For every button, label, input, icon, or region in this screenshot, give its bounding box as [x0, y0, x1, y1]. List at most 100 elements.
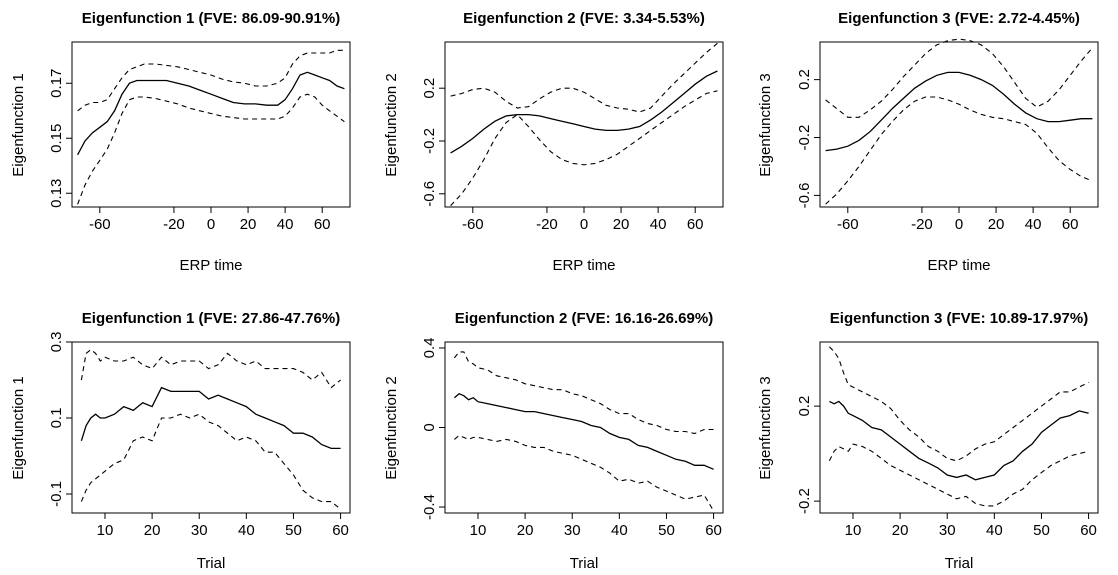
series-line-lower — [454, 434, 715, 512]
y-axis: -0.6 -0.2 0.2 — [796, 69, 820, 208]
chart-title: Eigenfunction 1 (FVE: 27.86-47.76%) — [82, 310, 340, 327]
x-tick-label: 60 — [332, 522, 349, 539]
y-tick-label: 0.2 — [796, 69, 813, 90]
y-tick-label: -0.6 — [796, 182, 813, 208]
series-line-upper — [80, 348, 341, 389]
series-line-upper — [450, 42, 718, 113]
x-tick-label: 50 — [1033, 522, 1050, 539]
series-lines — [80, 348, 341, 510]
series-line-estimate — [825, 71, 1093, 152]
panel-erp-eigenfunction-2: Eigenfunction 2 (FVE: 3.34-5.53%) -60 -20… — [383, 10, 724, 274]
plot-frame — [819, 341, 1099, 514]
y-tick-label: 0.17 — [48, 69, 65, 98]
x-axis-label: Trial — [945, 555, 974, 572]
series-line-lower — [80, 413, 341, 510]
x-tick-label: 30 — [939, 522, 956, 539]
x-tick-label: 40 — [238, 522, 255, 539]
x-axis: 10 20 30 40 50 60 — [97, 513, 349, 539]
x-tick-label: 20 — [988, 216, 1005, 233]
plot-frame — [819, 41, 1099, 208]
x-tick-label: 0 — [580, 216, 588, 233]
x-axis: -60 -20 0 20 40 60 — [89, 207, 331, 233]
series-line-estimate — [80, 386, 341, 450]
x-tick-label: 0 — [207, 216, 215, 233]
panel-trial-eigenfunction-1: Eigenfunction 1 (FVE: 27.86-47.76%) 10 20… — [10, 310, 351, 572]
series-lines — [453, 351, 715, 512]
x-tick-label: 60 — [314, 216, 331, 233]
x-tick-label: 40 — [1025, 216, 1042, 233]
x-tick-label: 20 — [613, 216, 630, 233]
series-lines — [450, 42, 718, 207]
series-lines — [77, 49, 345, 205]
x-tick-label: 30 — [191, 522, 208, 539]
y-axis-label: Eigenfunction 1 — [10, 376, 27, 479]
x-tick-label: 60 — [705, 522, 722, 539]
chart-title: Eigenfunction 3 (FVE: 2.72-4.45%) — [838, 10, 1080, 27]
y-axis: -0.1 0.1 0.3 — [48, 332, 72, 507]
y-tick-label: 0.13 — [48, 179, 65, 208]
x-tick-label: 0 — [955, 216, 963, 233]
x-tick-label: 20 — [240, 216, 257, 233]
y-tick-label: -0.6 — [421, 181, 438, 207]
y-tick-label: -0.2 — [796, 488, 813, 514]
panel-erp-eigenfunction-1: Eigenfunction 1 (FVE: 86.09-90.91%) -60-… — [10, 10, 351, 274]
series-line-estimate — [77, 71, 345, 156]
plot-frame — [71, 41, 351, 208]
series-line-estimate — [829, 400, 1089, 481]
y-tick-label: 0.15 — [48, 124, 65, 153]
y-tick-label: 0.1 — [48, 408, 65, 429]
panel-trial-eigenfunction-3: Eigenfunction 3 (FVE: 10.89-17.97%) 10 20… — [757, 310, 1099, 572]
x-tick-label: 60 — [1062, 216, 1079, 233]
series-line-lower — [825, 96, 1093, 205]
chart-title: Eigenfunction 1 (FVE: 86.09-90.91%) — [82, 10, 340, 27]
x-tick-label: 10 — [97, 522, 114, 539]
series-line-upper — [453, 351, 714, 435]
y-axis-label: Eigenfunction 1 — [10, 73, 27, 176]
x-tick-label: 20 — [892, 522, 909, 539]
y-tick-label: -0.2 — [421, 128, 438, 154]
series-line-estimate — [453, 392, 714, 470]
y-tick-label: -0.1 — [48, 481, 65, 507]
plot-frame — [444, 341, 724, 514]
y-tick-label: 0.4 — [421, 338, 438, 359]
x-axis-label: ERP time — [179, 257, 242, 274]
x-tick-label: -20 — [163, 216, 185, 233]
x-axis: 10 20 30 40 50 60 — [845, 513, 1097, 539]
y-axis: -0.4 0 0.4 — [421, 338, 445, 520]
y-tick-label: -0.4 — [421, 494, 438, 520]
y-tick-label: 0.2 — [796, 396, 813, 417]
y-axis: -0.6 -0.2 0.2 — [421, 78, 445, 207]
x-axis-label: Trial — [197, 555, 226, 572]
panel-erp-eigenfunction-3: Eigenfunction 3 (FVE: 2.72-4.45%) -60 -20… — [757, 10, 1099, 274]
y-axis-label: Eigenfunction 2 — [383, 73, 400, 176]
panel-trial-eigenfunction-2: Eigenfunction 2 (FVE: 16.16-26.69%) 10 20… — [383, 310, 724, 572]
x-tick-label: -60 — [462, 216, 484, 233]
series-line-estimate — [450, 70, 718, 154]
x-tick-label: -20 — [911, 216, 933, 233]
x-axis-label: Trial — [570, 555, 599, 572]
series-line-lower — [77, 93, 345, 205]
plot-frame — [444, 41, 724, 208]
y-tick-label: 0.3 — [48, 332, 65, 353]
plot-frame — [71, 341, 351, 514]
series-line-upper — [825, 38, 1093, 118]
x-axis: -60 -20 0 20 40 60 — [837, 207, 1079, 233]
series-line-upper — [829, 346, 1089, 462]
x-tick-label: 60 — [1080, 522, 1097, 539]
x-tick-label: 40 — [277, 216, 294, 233]
y-axis-label: Eigenfunction 3 — [757, 73, 774, 176]
chart-title: Eigenfunction 2 (FVE: 3.34-5.53%) — [463, 10, 705, 27]
y-tick-label: 0.2 — [421, 78, 438, 99]
x-tick-label: 20 — [144, 522, 161, 539]
x-tick-label: 60 — [687, 216, 704, 233]
x-tick-label: 30 — [564, 522, 581, 539]
x-tick-label: 50 — [658, 522, 675, 539]
x-tick-label: 40 — [986, 522, 1003, 539]
x-axis: -60 -20 0 20 40 60 — [462, 207, 704, 233]
series-lines — [825, 38, 1093, 205]
y-axis-label: Eigenfunction 2 — [383, 376, 400, 479]
x-tick-label: -60 — [837, 216, 859, 233]
x-tick-label: 20 — [517, 522, 534, 539]
y-axis: 0.13 0.15 0.17 — [48, 69, 72, 208]
